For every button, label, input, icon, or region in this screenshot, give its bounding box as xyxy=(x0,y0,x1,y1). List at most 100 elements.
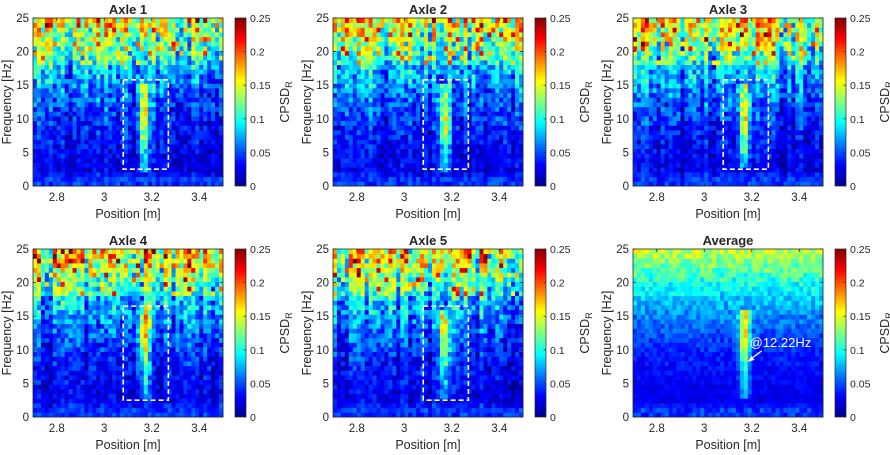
heatmap-cell xyxy=(724,111,729,117)
heatmap-cell xyxy=(815,111,820,117)
heatmap-cell xyxy=(44,181,50,187)
heatmap-cell xyxy=(112,158,117,164)
y-tick-label: 25 xyxy=(16,13,29,25)
heatmap-cell xyxy=(364,106,370,112)
heatmap-cell xyxy=(112,172,117,178)
heatmap-cell xyxy=(131,50,137,56)
heatmap-cell xyxy=(135,88,141,94)
heatmap-cell xyxy=(676,97,681,103)
heatmap-cell xyxy=(787,167,792,173)
heatmap-cell xyxy=(80,97,85,103)
heatmap-cell xyxy=(52,134,58,140)
heatmap-cell xyxy=(72,116,77,122)
heatmap-cell xyxy=(819,120,824,126)
heatmap-cell xyxy=(56,148,62,154)
heatmap-cell xyxy=(116,32,121,38)
heatmap-cell xyxy=(108,46,113,52)
heatmap-cell xyxy=(747,83,753,89)
heatmap-cell xyxy=(372,167,377,173)
heatmap-cell xyxy=(819,167,824,173)
heatmap-cell xyxy=(400,111,405,117)
heatmap-cell xyxy=(388,111,393,117)
heatmap-cell xyxy=(139,97,145,103)
heatmap-cell xyxy=(143,32,149,38)
heatmap-cell xyxy=(700,162,705,168)
heatmap-cell xyxy=(199,158,204,164)
heatmap-cell xyxy=(759,153,765,159)
heatmap-cell xyxy=(743,55,749,61)
heatmap-cell xyxy=(471,46,476,52)
heatmap-cell xyxy=(499,92,504,98)
heatmap-cell xyxy=(696,116,701,122)
heatmap-cell xyxy=(483,88,488,94)
heatmap-cell xyxy=(116,102,121,108)
heatmap-cell xyxy=(187,120,192,126)
heatmap-cell xyxy=(128,74,133,80)
heatmap-cell xyxy=(779,64,784,70)
heatmap-cell xyxy=(428,139,433,145)
heatmap-cell xyxy=(96,46,101,52)
heatmap-cell xyxy=(763,55,768,61)
heatmap-cell xyxy=(340,125,346,131)
heatmap-cell xyxy=(499,134,504,140)
heatmap-cell xyxy=(660,130,666,136)
heatmap-cell xyxy=(135,18,141,24)
heatmap-cell xyxy=(404,181,409,187)
heatmap-cell xyxy=(716,120,721,126)
heatmap-cell xyxy=(483,78,488,84)
heatmap-cell xyxy=(128,60,133,66)
heatmap-cell xyxy=(76,139,81,145)
heatmap-cell xyxy=(88,139,93,145)
heatmap-cell xyxy=(511,27,516,33)
heatmap-cell xyxy=(660,172,666,178)
heatmap-cell xyxy=(633,78,638,84)
heatmap-cell xyxy=(475,181,480,187)
heatmap-cell xyxy=(775,125,780,131)
heatmap-cell xyxy=(503,158,508,164)
heatmap-cell xyxy=(463,18,468,24)
heatmap-cell xyxy=(743,120,749,126)
heatmap-cell xyxy=(108,162,113,168)
heatmap-cell xyxy=(775,176,780,182)
heatmap-cell xyxy=(203,41,208,47)
x-tick-label: 3 xyxy=(101,192,107,204)
heatmap-cell xyxy=(112,176,117,182)
heatmap-cell xyxy=(215,134,220,140)
heatmap-cell xyxy=(487,64,492,70)
heatmap-cell xyxy=(360,172,366,178)
heatmap-cell xyxy=(771,69,776,75)
heatmap-cell xyxy=(515,32,520,38)
heatmap-cell xyxy=(483,83,488,89)
x-tick-label: 2.8 xyxy=(49,192,65,204)
heatmap-cell xyxy=(519,134,524,140)
heatmap-cell xyxy=(100,60,105,66)
heatmap-cell xyxy=(195,139,200,145)
heatmap-cell xyxy=(795,106,800,112)
heatmap-cell xyxy=(68,41,73,47)
heatmap-cell xyxy=(207,46,212,52)
heatmap-cell xyxy=(751,134,757,140)
heatmap-cell xyxy=(112,125,117,131)
colorbar-tick-label: 0 xyxy=(550,181,556,193)
heatmap-cell xyxy=(183,106,188,112)
heatmap-cell xyxy=(92,111,97,117)
heatmap-cell xyxy=(72,144,77,150)
heatmap-cell xyxy=(459,125,465,131)
heatmap-cell xyxy=(439,139,445,145)
heatmap-cell xyxy=(215,78,220,84)
heatmap-cell xyxy=(636,172,642,178)
heatmap-cell xyxy=(720,102,725,108)
heatmap-cell xyxy=(731,46,737,52)
heatmap-cell xyxy=(648,50,654,56)
heatmap-cell xyxy=(495,172,500,178)
heatmap-cell xyxy=(428,46,433,52)
heatmap-cell xyxy=(720,176,725,182)
heatmap-cell xyxy=(396,64,401,70)
heatmap-cell xyxy=(660,144,666,150)
heatmap-cell xyxy=(459,176,465,182)
heatmap-cell xyxy=(807,144,812,150)
heatmap-cell xyxy=(408,102,413,108)
heatmap-cell xyxy=(80,111,85,117)
heatmap-cell xyxy=(380,106,385,112)
heatmap-cell xyxy=(680,116,685,122)
